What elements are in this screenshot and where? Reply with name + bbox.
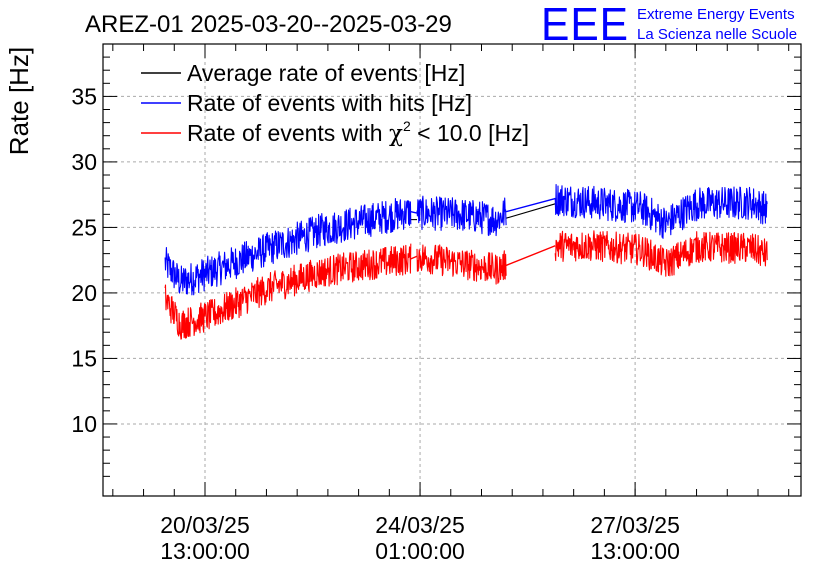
series-chi2	[164, 230, 768, 340]
series-layer	[164, 183, 768, 340]
series-line-hits	[164, 197, 412, 296]
series-hits	[164, 183, 768, 296]
x-tick-time: 13:00:00	[160, 538, 250, 564]
chart-title: AREZ-01 2025-03-20--2025-03-29	[85, 11, 452, 38]
x-tick-date: 27/03/25	[590, 512, 680, 538]
y-axis-label: Rate [Hz]	[4, 47, 34, 155]
gap-connector-chi2	[410, 255, 418, 260]
y-tick-label: 15	[71, 345, 97, 371]
logo-letters: EEE	[541, 0, 629, 50]
x-tick-time: 13:00:00	[590, 538, 680, 564]
y-tick-label: 30	[71, 149, 97, 175]
y-tick-label: 20	[71, 280, 97, 306]
org-subtitle: La Scienza nelle Scuole	[637, 26, 797, 43]
series-line-chi2	[416, 244, 507, 285]
y-tick-label: 25	[71, 214, 97, 240]
series-line-hits	[554, 183, 768, 239]
series-line-average	[505, 203, 556, 219]
y-tick-label: 10	[71, 411, 97, 437]
series-line-hits	[416, 195, 507, 237]
gap-connector-hits	[410, 211, 418, 214]
legend-label-average: Average rate of events [Hz]	[187, 60, 465, 86]
series-line-chi2	[164, 243, 412, 340]
legend-label-chi2: Rate of events with χ2 < 10.0 [Hz]	[187, 118, 529, 147]
legend-label-hits: Rate of events with hits [Hz]	[187, 90, 472, 116]
series-line-chi2	[554, 230, 768, 277]
x-tick-time: 01:00:00	[375, 538, 465, 564]
org-name: Extreme Energy Events	[637, 6, 795, 23]
plot-frame	[102, 43, 802, 497]
y-tick-label: 35	[71, 83, 97, 109]
gap-connector-hits	[505, 197, 556, 213]
x-tick-date: 24/03/25	[375, 512, 465, 538]
eee-logo: EEE Extreme Energy Events La Scienza nel…	[541, 0, 797, 50]
gap-connector-chi2	[505, 245, 556, 267]
series-average	[410, 203, 556, 221]
axes	[102, 43, 802, 497]
x-tick-date: 20/03/25	[160, 512, 250, 538]
grid-lines	[103, 44, 801, 496]
legend: Average rate of events [Hz] Rate of event…	[141, 60, 529, 147]
ticks: 10152025303520/03/2513:00:0024/03/2501:0…	[71, 44, 801, 564]
